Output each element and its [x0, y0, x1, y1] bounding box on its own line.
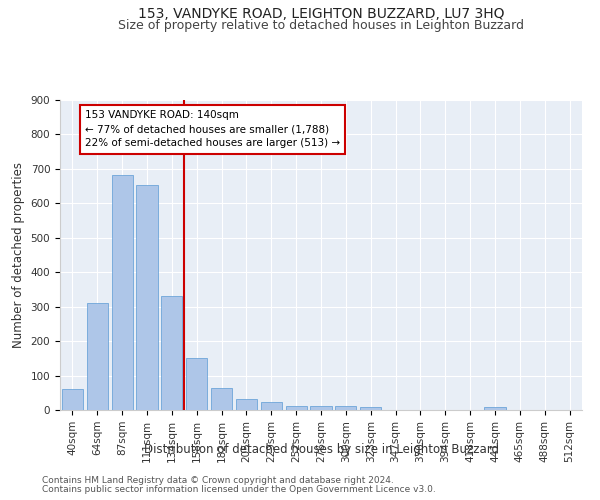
Bar: [360, 407, 381, 410]
Bar: [136, 186, 158, 410]
Bar: [335, 406, 356, 410]
Bar: [310, 406, 332, 410]
Bar: [286, 406, 307, 410]
Text: Contains public sector information licensed under the Open Government Licence v3: Contains public sector information licen…: [42, 485, 436, 494]
Text: Contains HM Land Registry data © Crown copyright and database right 2024.: Contains HM Land Registry data © Crown c…: [42, 476, 394, 485]
Text: Size of property relative to detached houses in Leighton Buzzard: Size of property relative to detached ho…: [118, 18, 524, 32]
Text: 153 VANDYKE ROAD: 140sqm
← 77% of detached houses are smaller (1,788)
22% of sem: 153 VANDYKE ROAD: 140sqm ← 77% of detach…: [85, 110, 340, 148]
Bar: [186, 358, 207, 410]
Text: 153, VANDYKE ROAD, LEIGHTON BUZZARD, LU7 3HQ: 153, VANDYKE ROAD, LEIGHTON BUZZARD, LU7…: [138, 8, 504, 22]
Bar: [161, 296, 182, 410]
Bar: [87, 303, 108, 410]
Bar: [112, 175, 133, 410]
Bar: [261, 402, 282, 410]
Bar: [236, 398, 257, 410]
Text: Distribution of detached houses by size in Leighton Buzzard: Distribution of detached houses by size …: [143, 442, 499, 456]
Bar: [211, 388, 232, 410]
Bar: [62, 388, 83, 410]
Bar: [484, 406, 506, 410]
Y-axis label: Number of detached properties: Number of detached properties: [12, 162, 25, 348]
